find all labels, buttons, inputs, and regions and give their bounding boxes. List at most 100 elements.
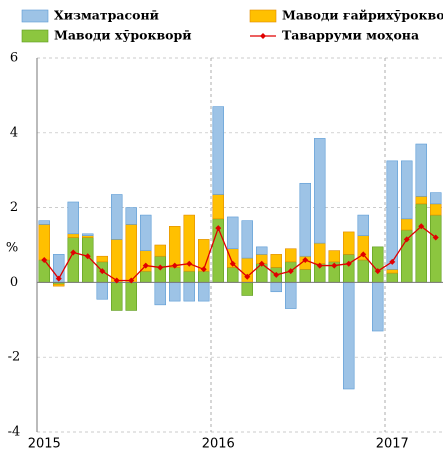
y-tick-label: 2 <box>10 200 18 215</box>
line-marker <box>142 262 149 269</box>
bar-segment <box>285 248 297 263</box>
bar-segment <box>82 233 94 236</box>
y-tick-label: 4 <box>10 125 18 140</box>
bar-segment <box>343 282 355 390</box>
line-marker <box>432 234 439 241</box>
bar-segment <box>169 282 181 302</box>
bar-segment <box>299 269 311 283</box>
line-marker <box>99 268 106 275</box>
bar-segment <box>183 214 195 272</box>
bar-segment <box>386 269 398 274</box>
bar-segment <box>343 254 355 283</box>
legend-label: Хизматрасонӣ <box>54 8 159 23</box>
line-marker <box>389 258 396 265</box>
line-marker <box>128 277 135 284</box>
line-marker <box>302 256 309 263</box>
bar-segment <box>357 214 369 236</box>
bar-segment <box>299 182 311 257</box>
bar-segment <box>386 272 398 283</box>
bar-segment <box>96 255 108 263</box>
bar-segment <box>111 194 123 240</box>
x-tick-label: 2017 <box>376 437 409 452</box>
bar-segment <box>67 233 79 238</box>
bar-segment <box>67 201 79 235</box>
line-marker <box>157 264 164 271</box>
line-marker <box>273 271 280 278</box>
legend-swatch <box>21 9 49 23</box>
bar-segment <box>415 196 427 205</box>
line-marker <box>360 251 367 258</box>
bar-segment <box>401 218 413 231</box>
bar-segment <box>270 254 282 268</box>
bar-segment <box>270 282 282 293</box>
y-tick-label: -4 <box>8 425 21 440</box>
y-tick-label: -2 <box>8 350 21 365</box>
y-axis-label: % <box>6 241 18 256</box>
legend-swatch <box>260 33 266 39</box>
line-marker <box>418 223 425 230</box>
bar-segment <box>169 267 181 283</box>
bar-segment <box>256 246 268 255</box>
bar-segment <box>169 226 181 268</box>
x-tick-label: 2015 <box>28 437 61 452</box>
line-marker <box>287 268 294 275</box>
x-tick-label: 2016 <box>202 437 235 452</box>
bar-segment <box>415 143 427 197</box>
bar-segment <box>198 282 210 302</box>
line-marker <box>186 260 193 267</box>
bar-segment <box>38 224 50 261</box>
bar-segment <box>38 259 50 283</box>
bar-segment <box>328 250 340 263</box>
bar-segment <box>125 224 137 283</box>
bar-segment <box>343 231 355 255</box>
bar-segment <box>53 283 65 287</box>
line-marker <box>229 260 236 267</box>
bar-segment <box>372 246 384 283</box>
legend-label: Таварруми моҳона <box>282 28 419 43</box>
line-marker <box>244 273 251 280</box>
bar-segment <box>372 282 384 332</box>
bar-segment <box>212 106 224 195</box>
line-marker <box>316 262 323 269</box>
bar-segment <box>125 207 137 225</box>
bar-segment <box>314 138 326 244</box>
bar-segment <box>111 239 123 283</box>
bar-segment <box>154 244 166 257</box>
bar-segment <box>357 259 369 283</box>
line-marker <box>215 225 222 232</box>
y-tick-label: 6 <box>10 51 18 66</box>
bar-segment <box>140 214 152 251</box>
bar-segment <box>227 267 239 283</box>
legend-label: Маводи ғайрихӯрокворӣ <box>282 8 443 23</box>
bar-segment <box>430 203 442 216</box>
bar-segment <box>241 220 253 259</box>
legend-swatch <box>249 9 277 23</box>
bar-segment <box>227 216 239 250</box>
bar-segment <box>212 194 224 220</box>
legend-label: Маводи хӯрокворӣ <box>54 28 192 43</box>
bar-segment <box>430 214 442 283</box>
bar-segment <box>183 270 195 283</box>
line-marker <box>258 260 265 267</box>
line-marker <box>113 277 120 284</box>
bar-segment <box>314 242 326 265</box>
bar-segment <box>154 282 166 306</box>
bar-segment <box>401 160 413 220</box>
line-marker <box>171 262 178 269</box>
bar-segment <box>198 270 210 283</box>
line-marker <box>55 275 62 282</box>
line <box>43 225 437 282</box>
bar-segment <box>430 192 442 205</box>
line-marker <box>403 236 410 243</box>
line-marker <box>41 256 48 263</box>
bar-segment <box>140 270 152 283</box>
bar-segment <box>183 282 195 302</box>
legend-swatch <box>21 29 49 43</box>
line-marker <box>200 266 207 273</box>
bar-segment <box>96 282 108 300</box>
bar-segment <box>415 203 427 283</box>
bar-segment <box>386 160 398 270</box>
line-marker <box>331 262 338 269</box>
line-marker <box>374 268 381 275</box>
